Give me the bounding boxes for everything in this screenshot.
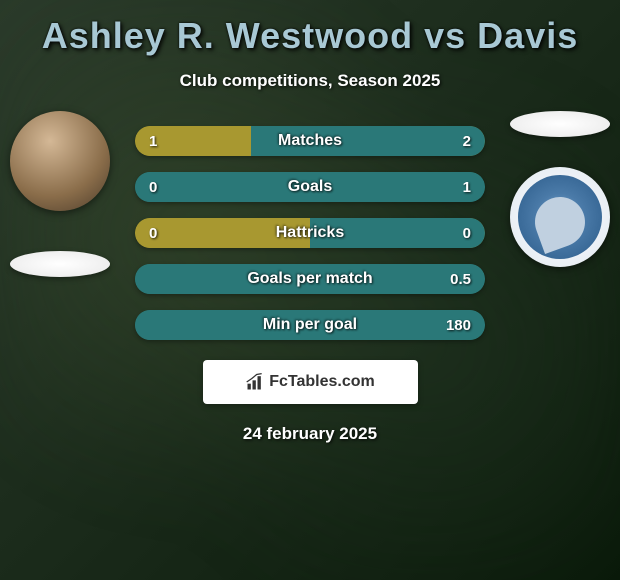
stat-value-left: 0 xyxy=(149,225,157,242)
player-left-column xyxy=(10,111,110,277)
stat-value-right: 0 xyxy=(463,225,471,242)
comparison-title: Ashley R. Westwood vs Davis xyxy=(0,15,620,57)
comparison-date: 24 february 2025 xyxy=(0,424,620,444)
stat-row: 0 Hattricks 0 xyxy=(135,218,485,248)
player-left-avatar xyxy=(10,111,110,211)
stat-label: Matches xyxy=(278,132,342,150)
stat-row: Goals per match 0.5 xyxy=(135,264,485,294)
source-logo: FcTables.com xyxy=(245,372,375,392)
stat-value-left: 1 xyxy=(149,133,157,150)
stat-row: Min per goal 180 xyxy=(135,310,485,340)
stat-label: Hattricks xyxy=(276,224,344,242)
source-logo-box: FcTables.com xyxy=(203,360,418,404)
player-right-column xyxy=(510,111,610,267)
stat-value-right: 0.5 xyxy=(450,271,471,288)
player-right-avatar xyxy=(510,167,610,267)
stat-label: Goals xyxy=(288,178,332,196)
stats-list: 1 Matches 2 0 Goals 1 0 Hattricks 0 Goals per mat… xyxy=(135,126,485,340)
stat-value-right: 2 xyxy=(463,133,471,150)
stat-row: 1 Matches 2 xyxy=(135,126,485,156)
player-right-team-badge xyxy=(510,111,610,137)
comparison-subtitle: Club competitions, Season 2025 xyxy=(0,71,620,91)
stat-value-left: 0 xyxy=(149,179,157,196)
player-left-team-badge xyxy=(10,251,110,277)
comparison-area: 1 Matches 2 0 Goals 1 0 Hattricks 0 Goals per mat… xyxy=(0,126,620,340)
stat-value-right: 1 xyxy=(463,179,471,196)
bar-chart-icon xyxy=(245,372,265,392)
stat-value-right: 180 xyxy=(446,317,471,334)
stat-label: Min per goal xyxy=(263,316,357,334)
stat-label: Goals per match xyxy=(247,270,372,288)
source-logo-text: FcTables.com xyxy=(269,373,375,391)
stat-row: 0 Goals 1 xyxy=(135,172,485,202)
